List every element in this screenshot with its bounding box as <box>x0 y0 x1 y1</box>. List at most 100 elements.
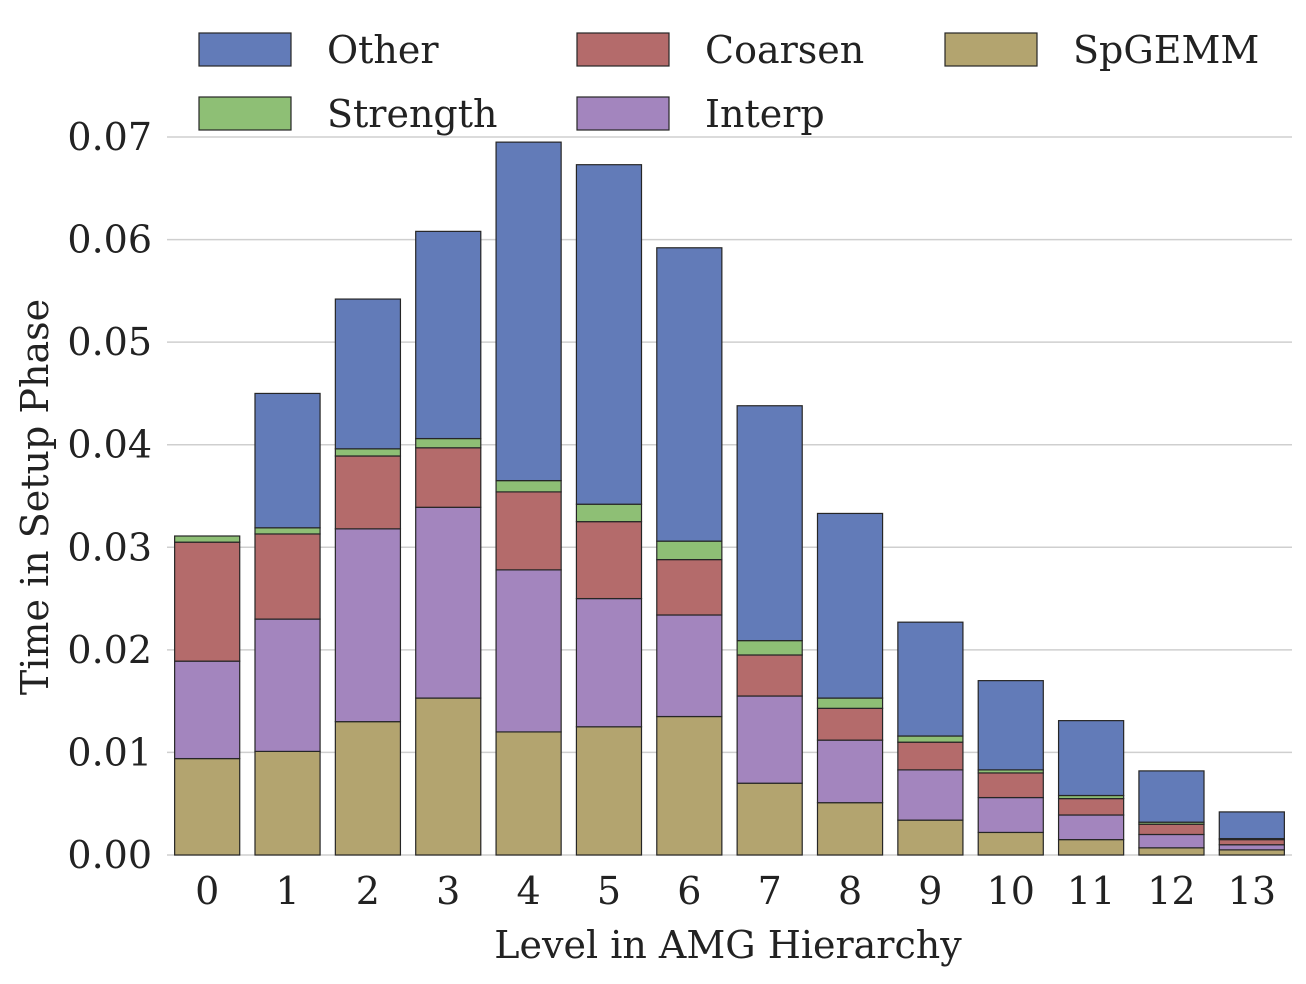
x-tick-label: 0 <box>195 869 219 913</box>
bar-spgemm-level-5 <box>575 726 643 856</box>
bar-spgemm-level-0 <box>174 757 241 856</box>
bar-other-level-13 <box>1218 811 1285 840</box>
y-tick-label: 0.04 <box>67 423 152 467</box>
bar-other-level-11 <box>1057 720 1125 797</box>
bar-coarsen-level-1 <box>254 533 321 620</box>
x-tick-label: 12 <box>1147 869 1195 913</box>
legend-swatch <box>198 96 292 131</box>
bar-stack-level-10 <box>977 680 1044 856</box>
bar-coarsen-level-12 <box>1138 823 1205 836</box>
x-tick-label: 6 <box>677 869 701 913</box>
bar-other-level-6 <box>656 247 723 542</box>
bar-spgemm-level-4 <box>495 731 562 856</box>
bar-stack-level-0 <box>174 535 241 856</box>
bar-stack-level-8 <box>816 512 884 856</box>
legend: Other Coarsen SpGEMM Strength Interp <box>198 28 1259 136</box>
y-tick-label: 0.03 <box>67 525 152 569</box>
legend-swatch <box>576 96 670 131</box>
bar-interp-level-2 <box>334 528 402 723</box>
bar-spgemm-level-10 <box>977 831 1044 856</box>
y-tick-label: 0.02 <box>67 628 152 672</box>
x-tick-label: 11 <box>1067 869 1115 913</box>
legend-label: Other <box>327 28 439 72</box>
x-tick-label: 8 <box>838 869 862 913</box>
bar-coarsen-level-4 <box>495 491 562 571</box>
bar-strength-level-1 <box>254 527 321 535</box>
bar-coarsen-level-6 <box>656 558 723 616</box>
legend-swatch <box>944 32 1038 67</box>
bar-coarsen-level-13 <box>1218 839 1285 846</box>
y-tick-label: 0.05 <box>67 320 152 364</box>
y-tick-label: 0.00 <box>67 833 152 877</box>
legend-swatch <box>576 32 670 67</box>
bar-spgemm-level-13 <box>1218 849 1285 856</box>
bar-other-level-10 <box>977 680 1044 771</box>
bar-interp-level-7 <box>736 695 803 784</box>
bar-stack-level-4 <box>495 141 562 856</box>
bar-other-level-4 <box>495 141 562 482</box>
bar-interp-level-10 <box>977 796 1044 834</box>
bar-spgemm-level-1 <box>254 750 321 856</box>
bar-stack-level-11 <box>1057 720 1125 856</box>
bar-stack-level-1 <box>254 392 321 856</box>
bar-interp-level-12 <box>1138 833 1205 849</box>
legend-item-other: Other <box>198 28 439 72</box>
bar-coarsen-level-3 <box>415 447 482 508</box>
legend-item-coarsen: Coarsen <box>576 28 864 72</box>
x-tick-label: 9 <box>918 869 942 913</box>
bar-strength-level-4 <box>495 480 562 493</box>
bar-coarsen-level-9 <box>897 741 964 771</box>
x-tick-label: 2 <box>356 869 380 913</box>
legend-swatch <box>198 32 292 67</box>
bar-other-level-7 <box>736 405 803 642</box>
bar-strength-level-3 <box>415 437 482 449</box>
bar-spgemm-level-2 <box>334 721 402 856</box>
bar-coarsen-level-0 <box>174 541 241 662</box>
bar-interp-level-8 <box>816 739 884 804</box>
bar-spgemm-level-3 <box>415 697 482 856</box>
legend-label: Coarsen <box>705 28 864 72</box>
bar-strength-level-2 <box>334 448 402 457</box>
bar-interp-level-3 <box>415 506 482 699</box>
x-tick-label: 4 <box>517 869 541 913</box>
bar-stack-level-5 <box>575 164 643 856</box>
y-tick-label: 0.06 <box>67 218 152 262</box>
bar-coarsen-level-8 <box>816 707 884 741</box>
bar-spgemm-level-11 <box>1057 839 1125 856</box>
bar-other-level-12 <box>1138 770 1205 823</box>
bar-stack-level-12 <box>1138 770 1205 856</box>
x-tick-label: 10 <box>987 869 1035 913</box>
bar-stack-level-13 <box>1218 811 1285 856</box>
bar-interp-level-0 <box>174 660 241 760</box>
x-tick-label: 1 <box>275 869 299 913</box>
x-axis-title: Level in AMG Hierarchy <box>494 923 962 967</box>
bar-stack-level-2 <box>334 298 402 856</box>
x-tick-label: 3 <box>436 869 460 913</box>
legend-label: Interp <box>705 92 825 136</box>
bar-interp-level-4 <box>495 569 562 733</box>
legend-item-strength: Strength <box>198 92 498 136</box>
bar-interp-level-9 <box>897 769 964 821</box>
y-axis-title: Time in Setup Phase <box>13 299 57 695</box>
bar-interp-level-13 <box>1218 844 1285 851</box>
y-tick-label: 0.01 <box>67 730 152 774</box>
legend-item-interp: Interp <box>576 92 825 136</box>
bar-coarsen-level-5 <box>575 521 643 600</box>
bar-coarsen-level-10 <box>977 772 1044 799</box>
bar-strength-level-6 <box>656 540 723 561</box>
bar-interp-level-5 <box>575 597 643 728</box>
bar-spgemm-level-7 <box>736 782 803 856</box>
bar-spgemm-level-6 <box>656 715 723 856</box>
bar-other-level-1 <box>254 392 321 529</box>
bar-coarsen-level-11 <box>1057 797 1125 816</box>
bar-other-level-2 <box>334 298 402 450</box>
bar-stack-level-3 <box>415 230 482 856</box>
bar-other-level-8 <box>816 512 884 699</box>
bar-other-level-5 <box>575 164 643 505</box>
bar-stack-level-6 <box>656 247 723 856</box>
legend-item-spgemm: SpGEMM <box>944 28 1259 72</box>
bar-strength-level-9 <box>897 735 964 743</box>
bar-strength-level-0 <box>174 535 241 543</box>
